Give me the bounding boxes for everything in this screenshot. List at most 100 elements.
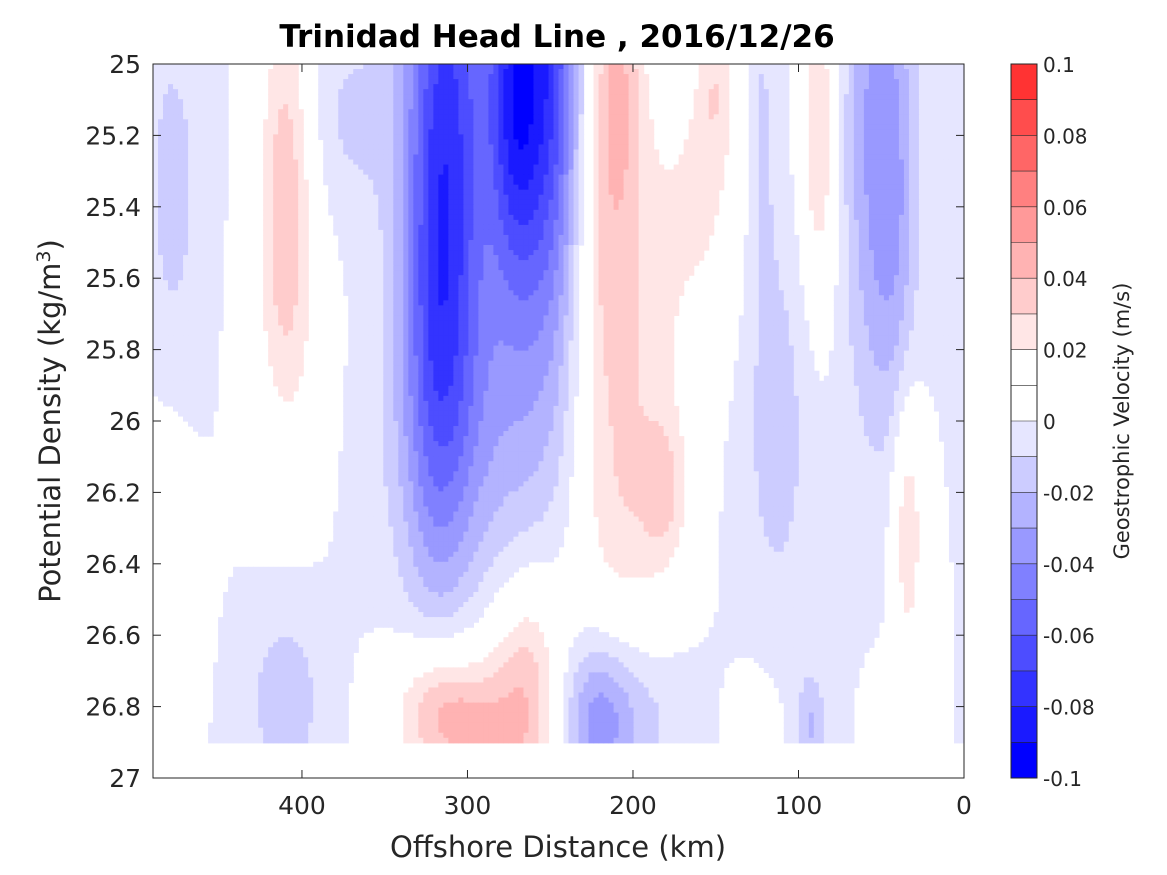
contour-cell bbox=[888, 204, 895, 211]
contour-cell bbox=[513, 124, 520, 130]
contour-cell bbox=[623, 69, 630, 75]
contour-cell bbox=[858, 204, 865, 211]
contour-cell bbox=[273, 94, 279, 100]
contour-cell bbox=[393, 194, 399, 201]
contour-cell bbox=[903, 144, 910, 151]
contour-cell bbox=[813, 124, 820, 130]
contour-cell bbox=[958, 239, 965, 246]
contour-cell bbox=[338, 169, 344, 176]
contour-cell bbox=[958, 219, 965, 226]
contour-cell bbox=[628, 124, 635, 130]
contour-cell bbox=[463, 184, 469, 191]
contour-cell bbox=[343, 89, 349, 95]
contour-cell bbox=[153, 124, 159, 130]
contour-cell bbox=[513, 194, 520, 201]
contour-cell bbox=[348, 64, 354, 70]
contour-cell bbox=[288, 184, 294, 191]
contour-cell bbox=[938, 209, 945, 216]
contour-cell bbox=[423, 245, 429, 251]
contour-cell bbox=[533, 169, 540, 176]
contour-cell bbox=[328, 204, 334, 211]
contour-cell bbox=[563, 104, 570, 110]
contour-cell bbox=[158, 224, 164, 231]
contour-cell bbox=[708, 79, 715, 85]
contour-cell bbox=[523, 229, 530, 236]
contour-cell bbox=[358, 204, 364, 211]
contour-cell bbox=[603, 194, 610, 201]
contour-cell bbox=[948, 184, 955, 191]
contour-cell bbox=[358, 229, 364, 236]
contour-cell bbox=[538, 119, 545, 125]
contour-cell bbox=[868, 124, 875, 130]
contour-cell bbox=[178, 214, 184, 221]
contour-cell bbox=[433, 199, 439, 206]
contour-cell bbox=[788, 214, 795, 221]
contour-cell bbox=[433, 149, 439, 156]
contour-cell bbox=[748, 134, 755, 141]
contour-cell bbox=[373, 99, 379, 105]
contour-cell bbox=[568, 69, 575, 75]
contour-cell bbox=[568, 219, 575, 226]
contour-cell bbox=[693, 94, 700, 100]
contour-cell bbox=[613, 229, 620, 236]
contour-cell bbox=[423, 234, 429, 241]
contour-cell bbox=[333, 99, 339, 105]
contour-cell bbox=[753, 139, 760, 146]
contour-cell bbox=[673, 189, 680, 196]
contour-cell bbox=[213, 124, 219, 130]
contour-cell bbox=[203, 89, 209, 95]
contour-cell bbox=[163, 114, 169, 120]
contour-cell bbox=[373, 129, 379, 135]
contour-cell bbox=[293, 169, 299, 176]
contour-cell bbox=[793, 239, 800, 246]
contour-cell bbox=[953, 74, 960, 80]
contour-cell bbox=[683, 204, 690, 211]
contour-cell bbox=[528, 149, 535, 156]
contour-cell bbox=[263, 209, 269, 216]
contour-cell bbox=[648, 194, 655, 201]
contour-cell bbox=[698, 149, 705, 156]
contour-cell bbox=[208, 74, 214, 80]
contour-cell bbox=[448, 164, 454, 171]
contour-cell bbox=[328, 199, 334, 206]
contour-cell bbox=[603, 114, 610, 120]
contour-cell bbox=[703, 154, 710, 161]
contour-cell bbox=[408, 214, 414, 221]
contour-cell bbox=[863, 234, 870, 241]
contour-cell bbox=[193, 79, 199, 85]
contour-cell bbox=[443, 184, 449, 191]
contour-cell bbox=[903, 169, 910, 176]
contour-cell bbox=[433, 154, 439, 161]
contour-cell bbox=[418, 239, 424, 246]
contour-cell bbox=[428, 94, 434, 100]
contour-cell bbox=[723, 94, 730, 100]
contour-cell bbox=[538, 239, 545, 246]
contour-cell bbox=[468, 229, 474, 236]
contour-cell bbox=[638, 154, 645, 161]
contour-cell bbox=[898, 114, 905, 120]
contour-cell bbox=[863, 219, 870, 226]
contour-cell bbox=[693, 179, 700, 186]
contour-cell bbox=[493, 159, 500, 166]
contour-cell bbox=[408, 169, 414, 176]
contour-cell bbox=[888, 189, 895, 196]
contour-cell bbox=[278, 154, 284, 161]
contour-cell bbox=[263, 139, 269, 146]
contour-cell bbox=[523, 154, 530, 161]
contour-cell bbox=[543, 229, 550, 236]
contour-cell bbox=[488, 184, 495, 191]
contour-cell bbox=[758, 79, 765, 85]
contour-cell bbox=[638, 94, 645, 100]
contour-cell bbox=[193, 199, 199, 206]
contour-cell bbox=[913, 104, 920, 110]
contour-cell bbox=[473, 234, 480, 241]
contour-cell bbox=[698, 144, 705, 151]
contour-cell bbox=[508, 94, 515, 100]
contour-cell bbox=[513, 234, 520, 241]
contour-cell bbox=[508, 245, 515, 251]
contour-cell bbox=[423, 179, 429, 186]
contour-cell bbox=[708, 154, 715, 161]
contour-cell bbox=[558, 134, 565, 141]
contour-cell bbox=[628, 99, 635, 105]
contour-cell bbox=[378, 189, 384, 196]
